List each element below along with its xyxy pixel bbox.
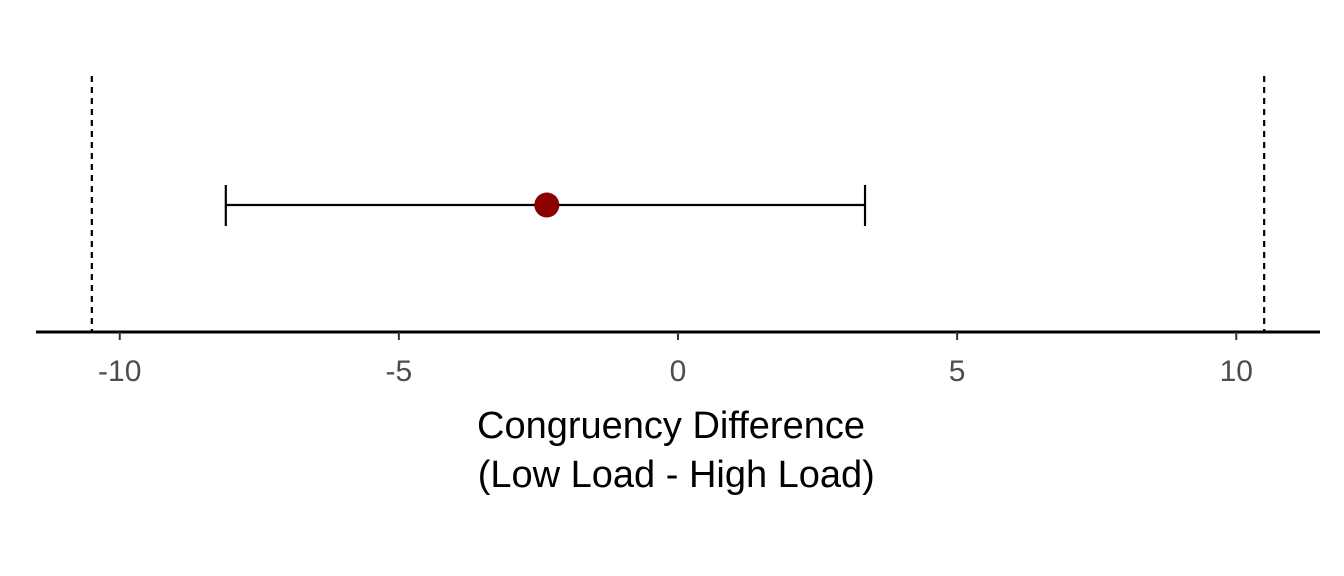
x-tick-label: 5 (949, 355, 966, 388)
point-estimate (534, 192, 560, 218)
x-axis-ticks: -10 -5 0 5 10 (98, 332, 1253, 388)
x-axis-title-line2: (Low Load - High Load) (467, 454, 875, 496)
x-tick-label: -5 (386, 355, 413, 388)
x-tick-label: 0 (670, 355, 687, 388)
reference-lines (90, 76, 1266, 332)
x-axis-title-line1: Congruency Difference (477, 405, 865, 447)
point-layer (534, 192, 560, 218)
x-tick-label: 10 (1220, 355, 1253, 388)
x-tick-label: -10 (98, 355, 141, 388)
